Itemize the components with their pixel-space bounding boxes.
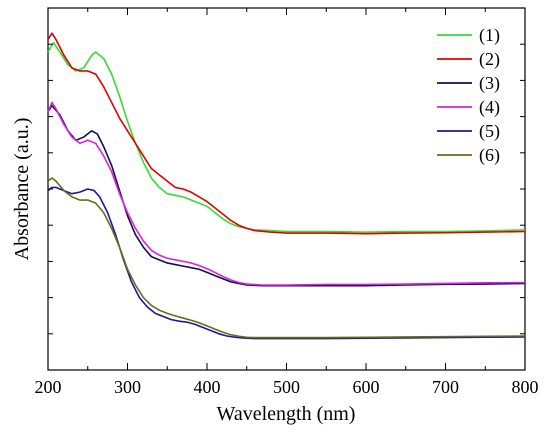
legend-label-5: (5) — [479, 121, 500, 142]
series-layer — [47, 32, 526, 340]
y-axis-title: Absorbance (a.u.) — [11, 118, 33, 261]
legend-label-4: (4) — [479, 97, 500, 118]
x-axis-ticks: 200 300 400 500 600 700 800 — [35, 8, 539, 397]
x-tick-label: 500 — [273, 377, 300, 397]
series-line-6 — [47, 177, 526, 339]
legend-label-1: (1) — [479, 25, 500, 46]
x-tick-label: 300 — [114, 377, 141, 397]
legend-label-6: (6) — [479, 145, 500, 166]
x-axis-title: Wavelength (nm) — [217, 403, 356, 425]
legend-label-2: (2) — [479, 49, 500, 70]
series-line-5 — [47, 186, 526, 340]
x-tick-label: 600 — [353, 377, 380, 397]
legend: (1) (2) (3) (4) (5) (6) — [437, 25, 500, 166]
x-tick-label: 700 — [432, 377, 459, 397]
y-axis-ticks — [48, 43, 525, 335]
series-line-4 — [47, 101, 526, 286]
series-line-1 — [47, 41, 526, 233]
series-line-3 — [47, 104, 526, 287]
x-tick-label: 200 — [35, 377, 62, 397]
series-line-2 — [47, 32, 526, 235]
x-tick-label: 400 — [194, 377, 221, 397]
x-tick-label: 800 — [512, 377, 539, 397]
legend-label-3: (3) — [479, 73, 500, 94]
